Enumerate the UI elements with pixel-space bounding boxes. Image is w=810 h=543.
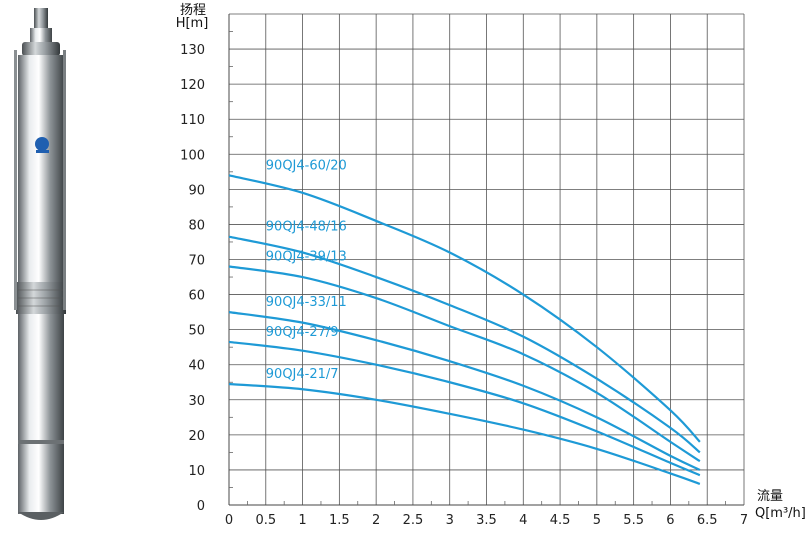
x-tick-label: 1: [298, 513, 306, 528]
x-tick-label: 3: [446, 513, 454, 528]
x-tick-label: 2: [372, 513, 380, 528]
series-curves: [228, 174, 701, 485]
y-tick-label: 0: [197, 499, 205, 514]
y-tick-label: 70: [188, 254, 205, 269]
x-tick-label: 6: [666, 513, 674, 528]
x-tick-label: 3.5: [476, 513, 497, 528]
x-tick-label: 7: [740, 513, 748, 528]
y-tick-label: 50: [188, 324, 205, 339]
x-tick-label: 0: [225, 513, 233, 528]
series-label: 90QJ4-48/16: [266, 220, 347, 235]
x-axis-ticks: 0 0.5 1 1.5 2 2.5 3 3.5 4 4.5 5 5.5 6 6.5 7: [225, 513, 748, 528]
y-tick-label: 110: [180, 113, 205, 128]
x-tick-label: 6.5: [697, 513, 718, 528]
y-tick-label: 100: [180, 148, 205, 163]
pump-image: [14, 8, 66, 520]
series-line: [228, 382, 701, 485]
x-axis-title-cn: 流量: [757, 489, 783, 504]
y-tick-label: 60: [188, 289, 205, 304]
series-line: [228, 174, 701, 443]
x-tick-label: 5.5: [623, 513, 644, 528]
y-axis-ticks: 0 10 20 30 40 50 60 70 80 90 100 110 120 130: [180, 43, 205, 514]
y-tick-label: 10: [188, 464, 205, 479]
x-tick-label: 4: [519, 513, 527, 528]
series-label: 90QJ4-39/13: [266, 250, 347, 265]
series-line: [228, 311, 701, 471]
x-axis-title: Q[m³/h]: [755, 506, 806, 521]
x-tick-label: 1.5: [329, 513, 350, 528]
x-tick-label: 2.5: [403, 513, 424, 528]
y-axis-title: H[m]: [176, 16, 209, 31]
series-line: [228, 235, 701, 454]
series-label: 90QJ4-33/11: [266, 295, 347, 310]
series-label: 90QJ4-21/7: [266, 367, 339, 382]
x-tick-label: 5: [593, 513, 601, 528]
x-tick-label: 4.5: [550, 513, 571, 528]
y-tick-label: 120: [180, 78, 205, 93]
y-tick-label: 90: [188, 183, 205, 198]
y-axis-title-cn: 扬程: [180, 3, 206, 18]
series-line: [228, 265, 701, 463]
series-labels: 90QJ4-60/20 90QJ4-48/16 90QJ4-39/13 90QJ4-3…: [266, 158, 347, 382]
x-tick-label: 0.5: [255, 513, 276, 528]
series-line: [228, 340, 701, 477]
y-tick-label: 30: [188, 394, 205, 409]
series-label: 90QJ4-60/20: [266, 158, 347, 173]
grid: [228, 13, 745, 506]
y-tick-label: 20: [188, 429, 205, 444]
y-tick-label: 130: [180, 43, 205, 58]
series-label: 90QJ4-27/9: [266, 325, 339, 340]
y-tick-label: 80: [188, 218, 205, 233]
y-tick-label: 40: [188, 359, 205, 374]
